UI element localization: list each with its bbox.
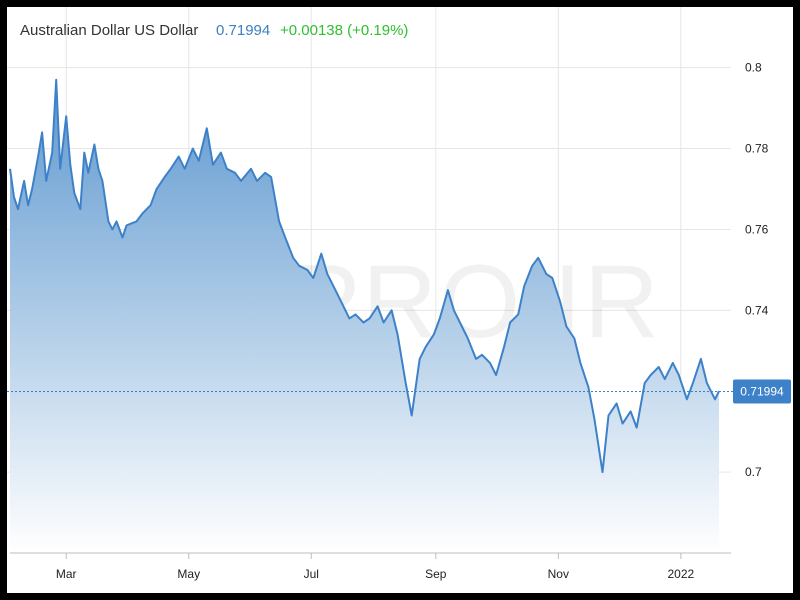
x-axis: Mar May Jul Sep Nov 2022 xyxy=(56,553,695,581)
last-price-tag-box xyxy=(733,379,791,404)
x-tick-label: 2022 xyxy=(667,567,694,581)
chart-panel: CMPRO.IR Mar May Jul Sep Nov 2022 0.8 0.78 0.76… xyxy=(7,7,793,593)
last-price-value: 0.71994 xyxy=(216,22,270,39)
last-price-tag: 0.71994 xyxy=(733,379,791,404)
x-tick-label: Sep xyxy=(425,567,447,581)
price-chart[interactable]: CMPRO.IR Mar May Jul Sep Nov 2022 0.80.780.76… xyxy=(7,7,793,593)
y-tick-label: 0.76 xyxy=(745,222,769,236)
price-change-value: +0.00138 (+0.19%) xyxy=(280,22,408,39)
x-tick-label: Mar xyxy=(56,567,77,581)
price-line xyxy=(9,78,720,474)
instrument-name: Australian Dollar US Dollar xyxy=(20,22,198,39)
y-tick-label: 0.78 xyxy=(745,142,769,156)
x-tick-label: May xyxy=(177,567,200,581)
x-tick-label: Nov xyxy=(548,567,569,581)
y-tick-label: 0.7 xyxy=(745,465,762,479)
y-axis: 0.8 0.78 0.76 0.74 0.7 xyxy=(745,61,769,479)
x-tick-label: Jul xyxy=(304,567,319,581)
y-tick-label: 0.74 xyxy=(745,303,769,317)
price-area xyxy=(10,79,719,554)
y-tick-label: 0.8 xyxy=(745,61,762,75)
chart-header: Australian Dollar US Dollar 0.71994 +0.0… xyxy=(20,22,408,39)
last-price-tag-label: 0.71994 xyxy=(740,384,784,398)
